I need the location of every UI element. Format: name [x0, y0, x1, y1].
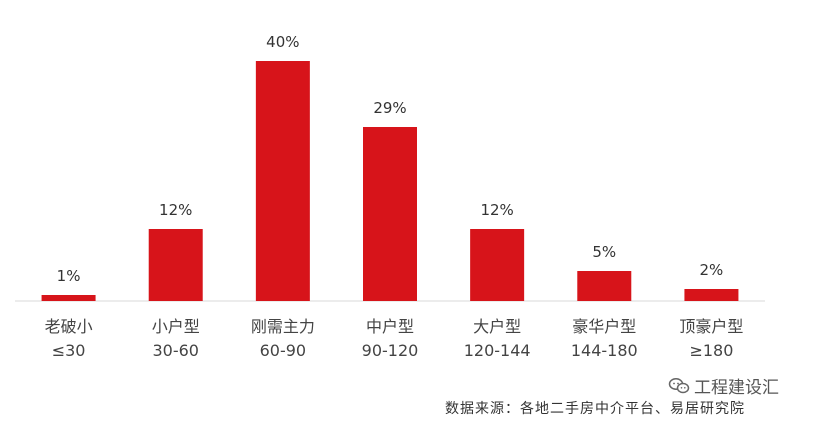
value-label-3: 29%	[373, 99, 406, 117]
value-label-4: 12%	[480, 201, 513, 219]
bar-1	[148, 229, 203, 301]
x-tick-label-5-0: 豪华户型	[572, 317, 636, 336]
watermark-text: 工程建设汇	[694, 378, 779, 398]
x-tick-label-2-1: 60-90	[260, 341, 307, 360]
value-label-2: 40%	[266, 33, 299, 51]
bar-6	[684, 289, 739, 301]
x-tick-label-0-0: 老破小	[45, 317, 93, 336]
x-tick-label-3-1: 90-120	[362, 341, 419, 360]
value-label-6: 2%	[700, 261, 724, 279]
value-labels-layer: 1% 12% 40% 29% 12% 5% 2%	[57, 33, 724, 285]
x-tick-label-6-1: ≥180	[689, 341, 733, 360]
value-label-5: 5%	[592, 243, 616, 261]
bar-0	[41, 295, 96, 301]
x-tick-label-4-1: 120-144	[464, 341, 531, 360]
x-tick-label-3-0: 中户型	[366, 317, 414, 336]
watermark: 工程建设汇	[668, 373, 779, 398]
bars-layer	[41, 61, 739, 301]
x-tick-label-5-1: 144-180	[571, 341, 638, 360]
bar-5	[577, 271, 632, 301]
value-label-0: 1%	[57, 267, 81, 285]
value-label-1: 12%	[159, 201, 192, 219]
x-tick-label-4-0: 大户型	[473, 317, 521, 336]
tick-labels-layer: 老破小 ≤30 小户型 30-60 刚需主力 60-90 中户型 90-120 大户型 120-1…	[45, 317, 744, 360]
x-tick-label-2-0: 刚需主力	[251, 317, 315, 336]
bar-4	[470, 229, 525, 301]
x-tick-label-0-1: ≤30	[52, 341, 86, 360]
x-tick-label-1-0: 小户型	[152, 317, 200, 336]
bar-3	[363, 127, 417, 301]
source-note: 数据来源：各地二手房中介平台、易居研究院	[445, 401, 745, 417]
chat-bubble-icon	[668, 377, 690, 393]
x-tick-label-6-0: 顶豪户型	[679, 317, 743, 336]
bar-2	[255, 61, 310, 301]
x-tick-label-1-1: 30-60	[152, 341, 199, 360]
